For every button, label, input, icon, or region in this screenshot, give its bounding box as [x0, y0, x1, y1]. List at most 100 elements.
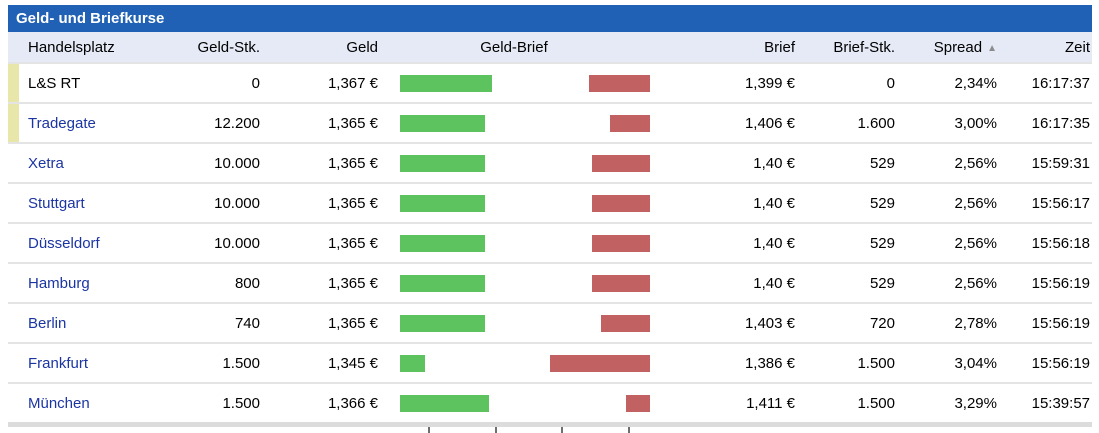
bid-bar	[400, 114, 486, 132]
bid-ask-bars-cell	[378, 142, 650, 183]
axis-ticks	[400, 427, 650, 433]
bid-ask-bars-cell	[378, 262, 650, 303]
row-marker	[8, 184, 19, 222]
venue-cell: München	[8, 382, 158, 422]
time-cell: 15:56:18	[997, 222, 1092, 263]
header-bid-qty[interactable]: Geld-Stk.	[158, 32, 260, 63]
spread-track	[400, 394, 650, 412]
header-spread[interactable]: Spread ▲	[895, 32, 997, 63]
ask-bar	[549, 354, 650, 372]
ask-qty-cell: 529	[795, 142, 895, 183]
spread-track	[400, 74, 650, 92]
ask-price-cell: 1,40 €	[650, 182, 795, 223]
time-cell: 15:59:31	[997, 142, 1092, 183]
bid-price-cell: 1,365 €	[260, 182, 378, 223]
venue-link[interactable]: Berlin	[28, 314, 67, 332]
ask-price-cell: 1,40 €	[650, 262, 795, 303]
venue-link[interactable]: Stuttgart	[28, 194, 85, 212]
spread-track	[400, 234, 650, 252]
ask-bar	[592, 274, 650, 292]
bid-qty-cell: 10.000	[158, 142, 260, 183]
table-row: Xetra 10.000 1,365 € 1,40 € 529 2,56% 15…	[8, 142, 1092, 183]
venue-cell: Stuttgart	[8, 182, 158, 223]
ask-price-cell: 1,403 €	[650, 302, 795, 343]
bid-price-cell: 1,365 €	[260, 302, 378, 343]
spread-track	[400, 114, 650, 132]
bid-ask-bars-cell	[378, 382, 650, 422]
ask-price-cell: 1,399 €	[650, 62, 795, 103]
panel-title: Geld- und Briefkurse	[8, 5, 1092, 32]
ask-price-cell: 1,40 €	[650, 222, 795, 263]
bid-qty-cell: 10.000	[158, 222, 260, 263]
venue-link[interactable]: Hamburg	[28, 274, 90, 292]
bid-ask-bars-cell	[378, 342, 650, 383]
venue-cell: Berlin	[8, 302, 158, 343]
bid-bar	[400, 274, 486, 292]
bid-bar	[400, 74, 492, 92]
bid-bar	[400, 314, 486, 332]
venue-link[interactable]: Düsseldorf	[28, 234, 100, 252]
ask-bar	[610, 114, 650, 132]
spread-cell: 2,56%	[895, 222, 997, 263]
bid-qty-cell: 800	[158, 262, 260, 303]
spread-cell: 3,29%	[895, 382, 997, 422]
row-marker	[8, 264, 19, 302]
bid-qty-cell: 1.500	[158, 382, 260, 422]
time-cell: 15:39:57	[997, 382, 1092, 422]
time-cell: 15:56:19	[997, 342, 1092, 383]
table-row: München 1.500 1,366 € 1,411 € 1.500 3,29…	[8, 382, 1092, 422]
time-cell: 16:17:37	[997, 62, 1092, 103]
table-row: Berlin 740 1,365 € 1,403 € 720 2,78% 15:…	[8, 302, 1092, 343]
table-row: Hamburg 800 1,365 € 1,40 € 529 2,56% 15:…	[8, 262, 1092, 303]
ask-bar	[625, 394, 650, 412]
axis-tick	[495, 427, 497, 433]
time-cell: 16:17:35	[997, 102, 1092, 143]
bid-price-cell: 1,365 €	[260, 262, 378, 303]
header-venue[interactable]: Handelsplatz	[8, 32, 158, 63]
ask-price-cell: 1,406 €	[650, 102, 795, 143]
bid-ask-bars-cell	[378, 182, 650, 223]
row-marker	[8, 64, 19, 102]
bid-bar	[400, 354, 425, 372]
bid-ask-bars-cell	[378, 222, 650, 263]
bid-ask-bars-cell	[378, 102, 650, 143]
sort-ascending-icon: ▲	[987, 42, 997, 54]
ask-bar	[589, 74, 650, 92]
table-bottom-bar	[8, 422, 1092, 427]
ask-price-cell: 1,411 €	[650, 382, 795, 422]
header-bid[interactable]: Geld	[260, 32, 378, 63]
table-row: L&S RT 0 1,367 € 1,399 € 0 2,34% 16:17:3…	[8, 62, 1092, 103]
row-marker	[8, 144, 19, 182]
table-header-row: Handelsplatz Geld-Stk. Geld Geld-Brief B…	[8, 32, 1092, 63]
bid-price-cell: 1,366 €	[260, 382, 378, 422]
bid-bar	[400, 194, 486, 212]
table-row: Frankfurt 1.500 1,345 € 1,386 € 1.500 3,…	[8, 342, 1092, 383]
venue-link[interactable]: Xetra	[28, 154, 64, 172]
ask-qty-cell: 1.600	[795, 102, 895, 143]
ask-price-cell: 1,40 €	[650, 142, 795, 183]
bid-bar	[400, 154, 486, 172]
bid-price-cell: 1,365 €	[260, 222, 378, 263]
venue-link: L&S RT	[28, 74, 81, 92]
spread-track	[400, 274, 650, 292]
bid-bar	[400, 394, 489, 412]
header-ask-qty[interactable]: Brief-Stk.	[795, 32, 895, 63]
bid-ask-bars-cell	[378, 302, 650, 343]
bid-bar	[400, 234, 486, 252]
spread-cell: 3,04%	[895, 342, 997, 383]
spread-track	[400, 354, 650, 372]
header-ask[interactable]: Brief	[650, 32, 795, 63]
ask-bar	[592, 234, 650, 252]
header-time[interactable]: Zeit	[997, 32, 1092, 63]
row-marker	[8, 384, 19, 422]
row-marker	[8, 224, 19, 262]
venue-link[interactable]: München	[28, 394, 90, 412]
ask-qty-cell: 720	[795, 302, 895, 343]
venue-cell: Tradegate	[8, 102, 158, 143]
ask-qty-cell: 529	[795, 182, 895, 223]
venue-link[interactable]: Frankfurt	[28, 354, 89, 372]
venue-cell: Xetra	[8, 142, 158, 183]
spread-cell: 2,56%	[895, 262, 997, 303]
axis-tick	[428, 427, 430, 433]
venue-link[interactable]: Tradegate	[28, 114, 96, 132]
